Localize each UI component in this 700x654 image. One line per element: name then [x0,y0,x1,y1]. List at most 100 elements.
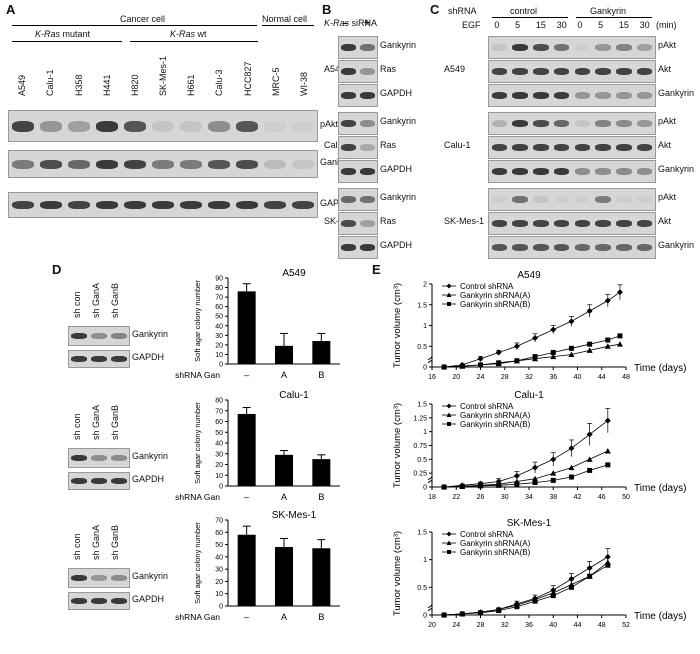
row-label: Akt [658,64,672,74]
blot-band [12,120,34,132]
x-axis-label: Time (days) [634,363,686,374]
legend-entry: Control shRNA [460,282,514,291]
y-tick-label: 80 [215,285,223,292]
series-line [444,564,609,616]
blot-band [360,168,375,175]
panel-b-letter: B [322,2,332,17]
blot-band [264,201,286,209]
row-label: Gankyrin [132,329,169,339]
blot-band [40,120,62,132]
blot-band [553,68,570,75]
x-tick-label: 24 [477,374,485,381]
blot-band [208,201,230,209]
blot-band [40,159,62,169]
y-tick-label: 1 [423,557,427,564]
x-tick-label: 20 [452,374,460,381]
chart-title: Calu-1 [279,390,309,401]
y-tick-label: 1 [423,429,427,436]
y-tick-label: 0 [219,604,223,611]
data-point-square [496,360,502,366]
y-tick-label: 70 [215,295,223,302]
blot-band [595,44,611,51]
data-point-square [532,598,538,604]
legend-entry: Gankyrin shRNA(B) [460,300,531,309]
blot-band [91,478,107,484]
cell-line-label: A549 [324,64,346,74]
series-line [444,562,609,616]
chart-title: SK-Mes-1 [272,510,317,521]
x-category-label: – [244,612,249,622]
y-tick-label: 1.5 [417,402,427,409]
blot-band [96,120,118,132]
x-category-label: B [318,370,324,380]
blot-band [512,92,528,99]
data-point-diamond [532,464,539,471]
x-category-label: A [281,370,287,380]
data-point-square [514,358,520,364]
egf-label: EGF [462,20,481,30]
row-label: Gankyrin [132,451,169,461]
panel-c-letter: C [430,2,440,17]
blot-band [533,144,549,151]
kras-mutant-label: K-Ras mutant [35,29,91,39]
western-blot-pakt [488,188,656,211]
blot-band [71,478,87,484]
blot-band [616,244,632,251]
y-tick-label: 2 [423,282,427,289]
y-tick-label: 50 [215,542,223,549]
bar [275,345,293,364]
blot-band [553,168,570,175]
x-tick-label: 24 [452,622,460,629]
x-axis-label: shRNA Gan [175,612,220,622]
timepoint-label: 30 [639,20,650,30]
colony-bar-chart: A549 0 10 20 30 40 50 60 70 80 90 Soft agar colony … [175,268,340,380]
data-point-square [617,333,623,339]
blot-band [512,244,528,251]
blot-band [595,196,611,203]
blot-band [616,68,632,75]
data-point-triangle [604,448,611,454]
blot-band [636,168,653,175]
blot-band [574,244,591,251]
cell-line-label: A549 [444,64,466,74]
data-point-diamond [568,576,575,583]
y-tick-label: 0 [423,613,427,620]
row-label: GAPDH [380,240,413,250]
x-category-label: – [244,492,249,502]
blot-band [208,159,230,169]
blot-band [616,44,632,51]
western-blot-pakt [488,112,656,135]
data-point-square [514,481,520,487]
blot-band [616,92,632,99]
blot-band [124,159,146,169]
data-point-diamond [604,417,611,424]
data-point-triangle [604,343,611,349]
blot-band [512,44,528,51]
legend-entry: Gankyrin shRNA(A) [460,539,531,548]
legend-entry: Control shRNA [460,402,514,411]
blot-band [636,244,653,251]
blot-band [96,159,118,169]
blot-band [360,92,375,99]
y-tick-label: 30 [215,333,223,340]
western-blot-gankyrin [338,188,378,211]
blot-band [574,68,591,75]
lane-label: H441 [101,74,112,96]
blot-band [595,120,611,127]
blot-band [152,201,174,209]
y-axis-label: Soft agar colony number [193,522,202,604]
lane-label: WI-38 [298,71,309,96]
series-line [444,556,609,616]
wt-bracket [130,41,258,42]
data-point-diamond [532,334,539,341]
x-tick-label: 28 [501,374,509,381]
blot-band [491,92,508,99]
y-tick-label: 20 [215,342,223,349]
cancer-bracket [12,25,257,26]
blot-band [40,201,62,209]
blot-band [512,68,528,75]
row-label: GAPDH [132,594,165,604]
blot-band [491,120,508,127]
blot-band [533,196,549,203]
row-label: pAkt [658,116,677,126]
